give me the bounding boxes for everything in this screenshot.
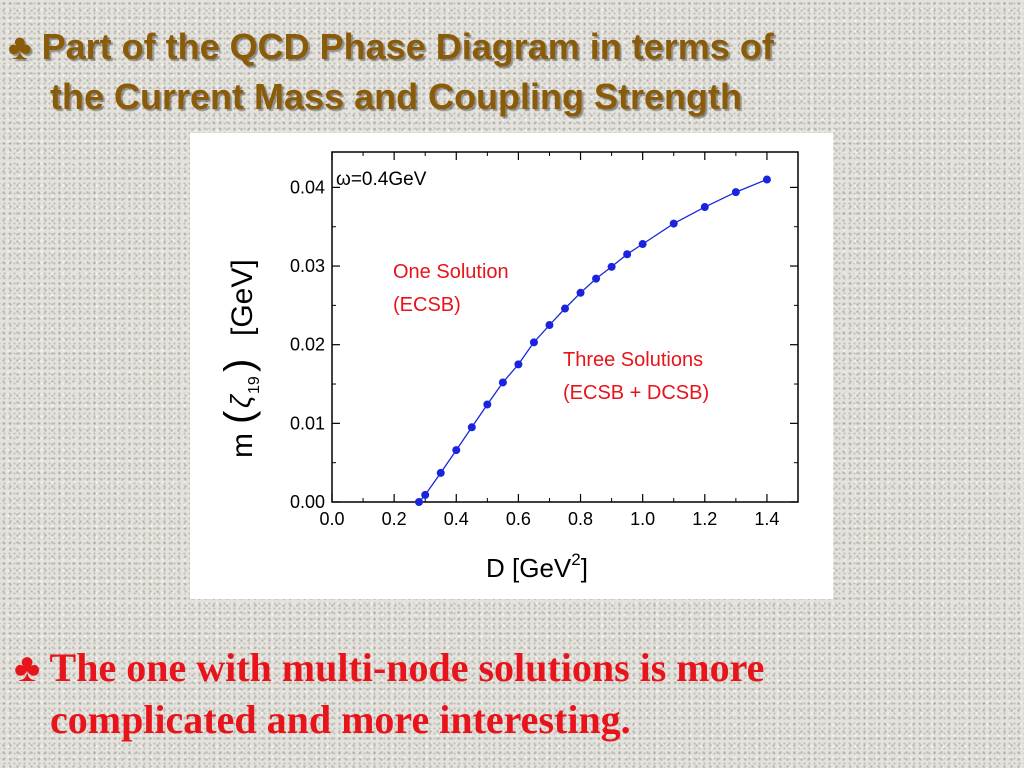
series-point [561, 304, 569, 313]
series-point [731, 188, 740, 197]
bottom-line-1: The one with multi-node solutions is mor… [49, 645, 765, 690]
annotation-three-solutions-line2: (ECSB + DCSB) [563, 382, 709, 404]
x-tick-label: 1.4 [754, 509, 779, 529]
series-point [607, 262, 616, 271]
slide-title: ♣ Part of the QCD Phase Diagram in terms… [8, 22, 1008, 122]
series-point [592, 274, 601, 283]
phase-diagram-chart: 0.0 0.2 0.4 0.6 0.8 1.0 1.2 1.4 0.00 0.01 0.02 0.03… [217, 151, 799, 583]
y-tick-label: 0.02 [290, 335, 325, 355]
y-tick-label: 0.01 [290, 413, 325, 433]
plot-frame [331, 151, 799, 503]
inset-label: ω=0.4GeV [336, 169, 427, 190]
x-tick-label: 1.2 [692, 509, 717, 529]
axis-tick-labels: 0.0 0.2 0.4 0.6 0.8 1.0 1.2 1.4 0.00 0.01 0.02 0.03… [290, 177, 779, 529]
series-point [483, 400, 492, 409]
series-point [545, 321, 554, 330]
y-axis-label-sub: 19 [246, 376, 263, 394]
x-axis-label: D [GeV2] [486, 550, 588, 583]
axis-ticks [331, 152, 798, 503]
x-tick-label: 0.6 [506, 509, 531, 529]
y-axis-paren-close: ) [217, 359, 261, 372]
y-axis-label-zeta: ζ [225, 393, 256, 408]
series-point [421, 490, 430, 499]
annotation-one-solution-line2: (ECSB) [393, 294, 461, 316]
y-axis-paren-open: ( [217, 410, 261, 424]
y-tick-label: 0.00 [290, 492, 325, 512]
bottom-line-2: complicated and more interesting. [50, 697, 631, 742]
series-point [436, 468, 445, 477]
x-tick-label: 0.4 [444, 509, 469, 529]
x-tick-label: 1.0 [630, 509, 655, 529]
series-line-group [418, 178, 768, 503]
series-point [638, 240, 647, 249]
annotation-one-solution-line1: One Solution [393, 261, 509, 283]
series-point [467, 423, 476, 432]
x-axis-label-sup: 2 [571, 550, 580, 569]
series-point [623, 250, 632, 259]
annotation-three-solutions-line1: Three Solutions [563, 349, 703, 371]
series-point [414, 498, 423, 506]
x-axis-label-main: D [GeV [486, 553, 572, 583]
series-point [700, 203, 709, 212]
series-points-group [414, 175, 771, 506]
y-axis-label-unit: [GeV] [226, 259, 259, 336]
series-line [418, 178, 768, 503]
series-point [669, 219, 678, 228]
title-line-1: Part of the QCD Phase Diagram in terms o… [41, 26, 774, 67]
y-axis-label: m ( ζ 19 ) [GeV] [217, 259, 263, 458]
series-point [529, 338, 538, 347]
series-point [762, 175, 771, 184]
series-point [452, 446, 461, 455]
club-bullet-icon: ♣ [8, 26, 32, 67]
series-point [576, 288, 585, 297]
title-line-2: the Current Mass and Coupling Strength [50, 76, 743, 117]
y-tick-label: 0.03 [290, 256, 325, 276]
chart-panel: 0.0 0.2 0.4 0.6 0.8 1.0 1.2 1.4 0.00 0.01 0.02 0.03… [190, 133, 833, 599]
club-bullet-icon: ♣ [14, 645, 41, 690]
series-point [498, 378, 507, 387]
series-point [514, 360, 523, 369]
x-tick-label: 0.2 [382, 509, 407, 529]
bottom-statement: ♣ The one with multi-node solutions is m… [14, 642, 1014, 746]
x-tick-label: 0.8 [568, 509, 593, 529]
x-axis-label-end: ] [581, 553, 588, 583]
y-tick-label: 0.04 [290, 177, 325, 197]
y-axis-label-m: m [226, 433, 259, 458]
x-tick-label: 0.0 [319, 509, 344, 529]
